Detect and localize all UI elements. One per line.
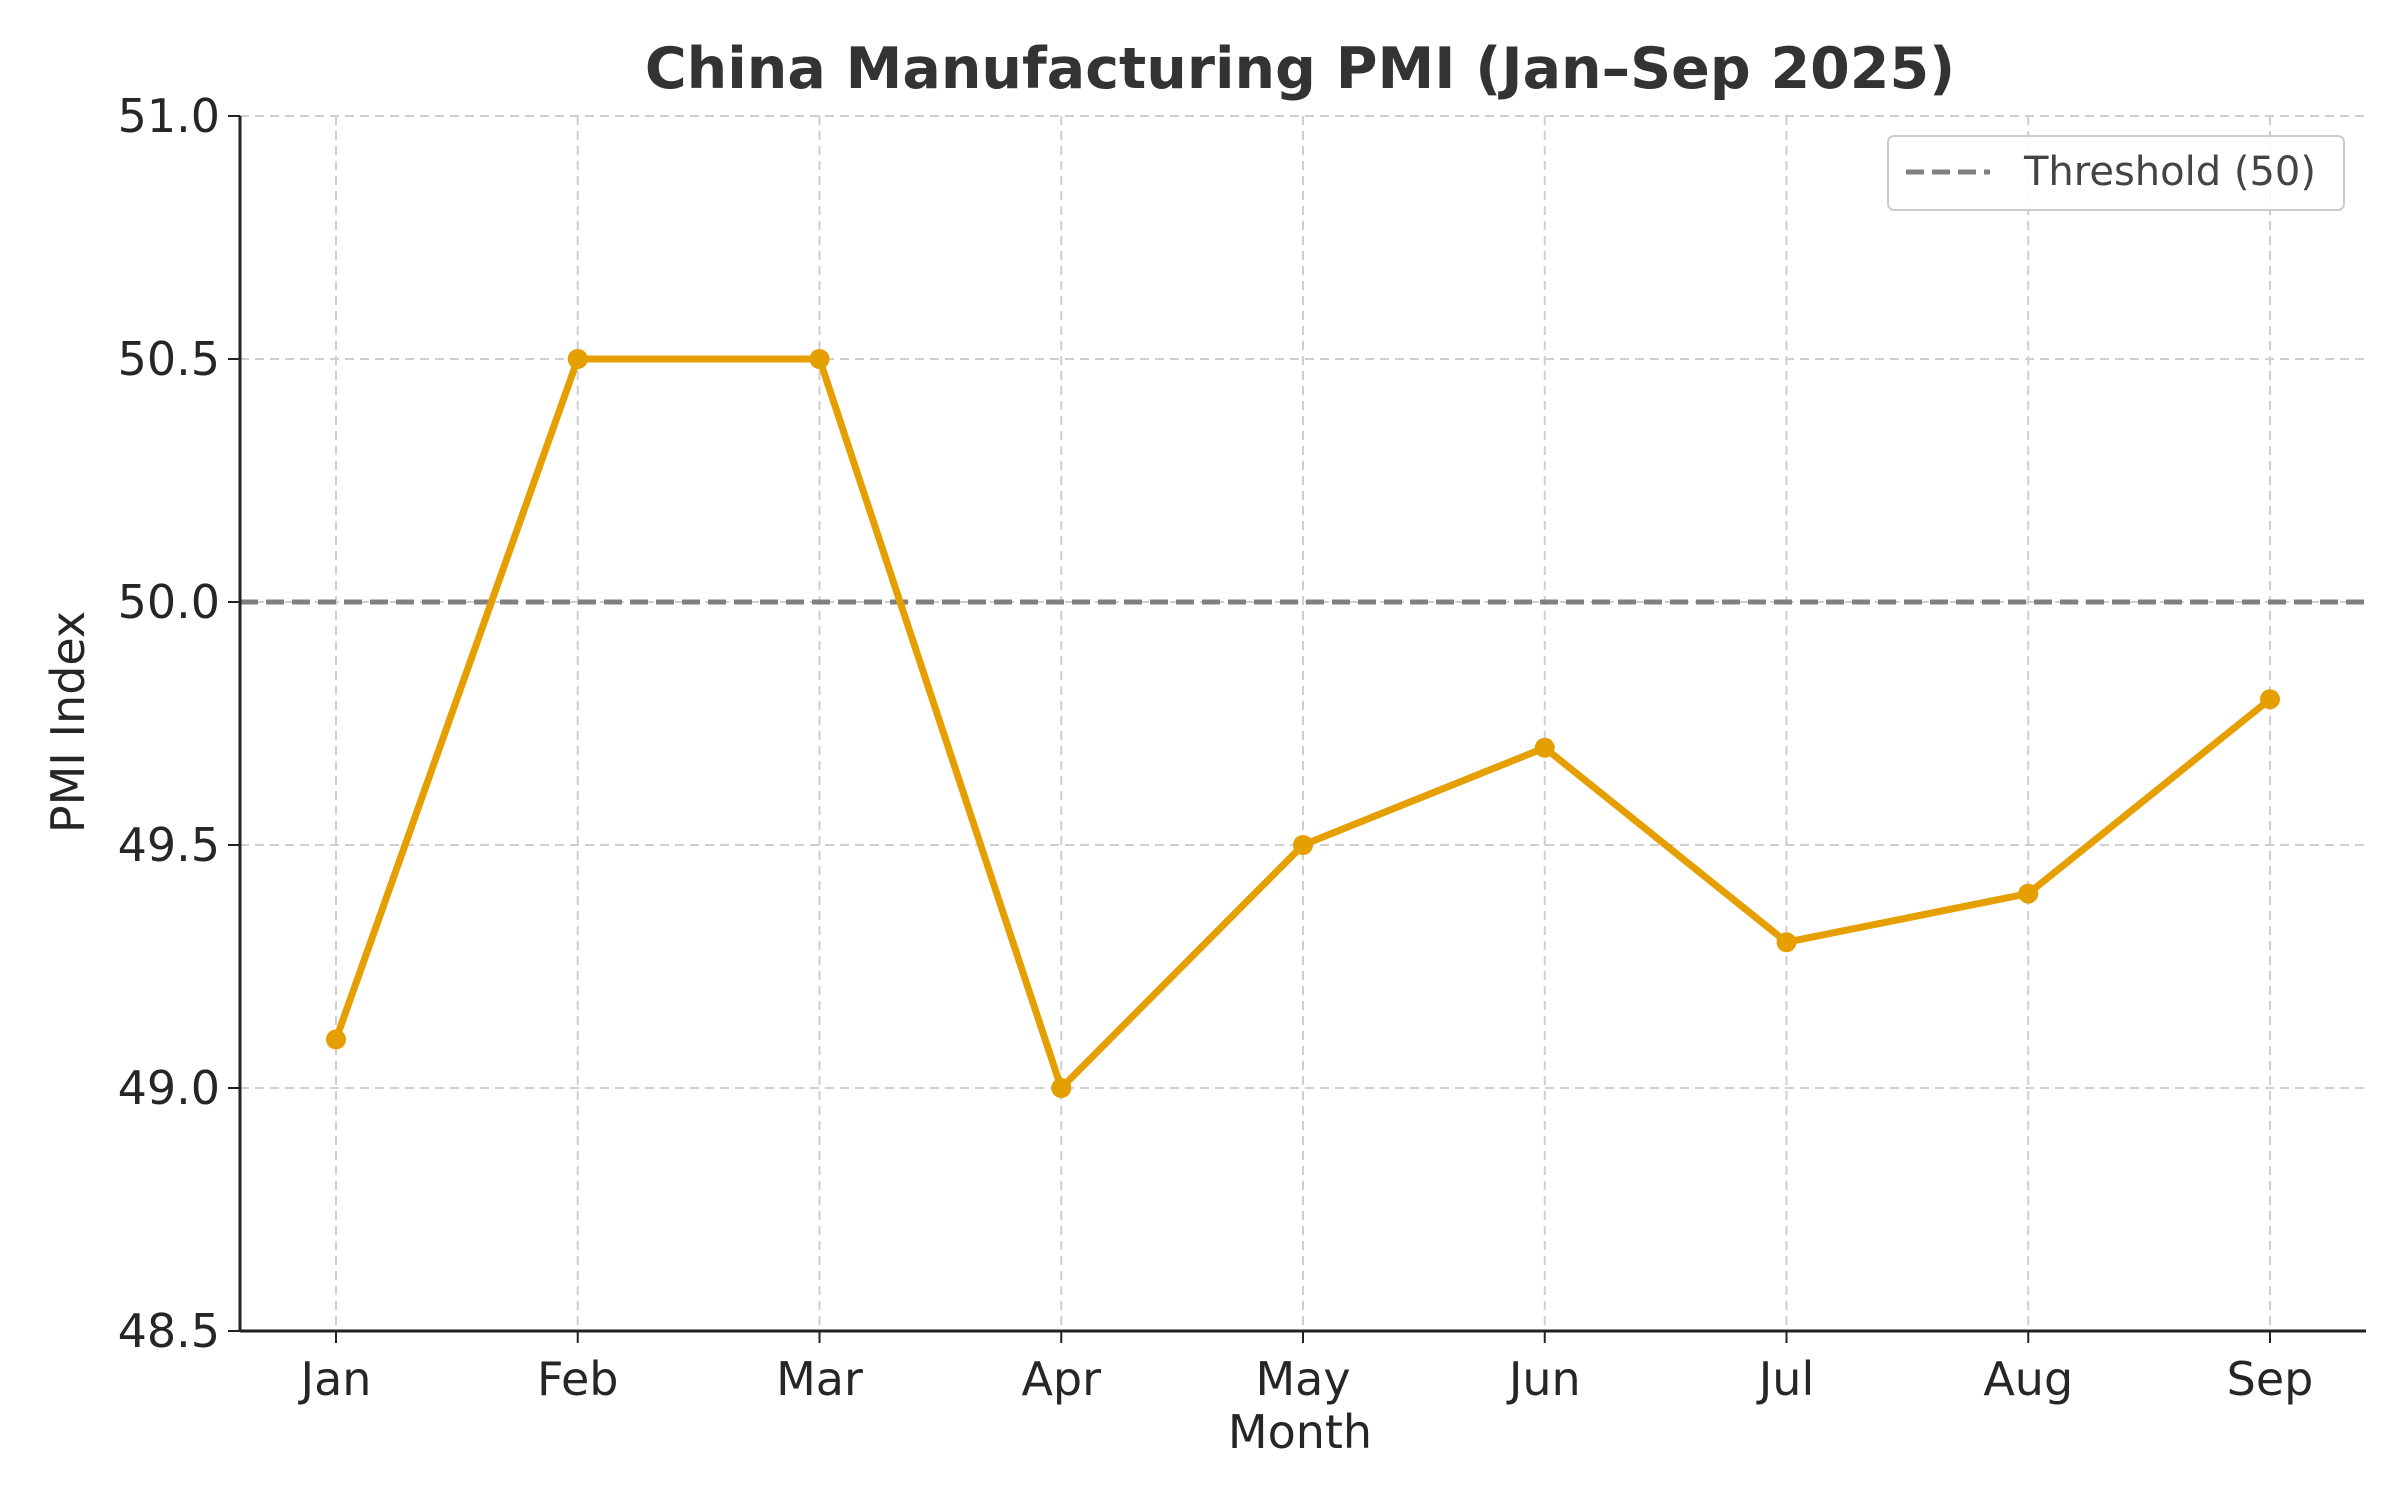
- series-layer: [326, 349, 2280, 1098]
- x-tick-label: Sep: [2227, 1352, 2314, 1406]
- x-tick-label: Mar: [776, 1352, 863, 1406]
- y-tick-label: 48.5: [118, 1304, 220, 1358]
- x-axis-label: Month: [1228, 1405, 1372, 1459]
- x-tick-label: Jun: [1506, 1352, 1581, 1406]
- y-tick-label: 50.5: [118, 332, 220, 386]
- data-point: [1776, 932, 1797, 953]
- data-point: [567, 349, 588, 369]
- legend-label-threshold: Threshold (50): [2023, 149, 2316, 195]
- x-tick-label: Jul: [1756, 1352, 1815, 1406]
- y-tick-label: 51.0: [118, 89, 220, 143]
- axes-layer: [228, 115, 2366, 1343]
- data-point: [1293, 835, 1313, 855]
- y-tick-label: 50.0: [118, 575, 220, 629]
- x-tick-label: May: [1255, 1352, 1350, 1406]
- data-point: [809, 349, 830, 369]
- legend: Threshold (50): [1887, 135, 2345, 211]
- data-point: [326, 1029, 346, 1050]
- grid-layer: [240, 115, 2366, 1332]
- y-tick-label: 49.5: [118, 818, 220, 872]
- chart-title: China Manufacturing PMI (Jan–Sep 2025): [645, 36, 1955, 102]
- x-tick-label: Jan: [298, 1352, 372, 1406]
- y-axis-label: PMI Index: [41, 611, 95, 833]
- tick-labels-layer: Jan Feb Mar Apr May Jun Jul Aug Sep 48.5 49.0 49.5 5…: [118, 89, 2314, 1406]
- data-point: [2018, 883, 2039, 904]
- x-tick-label: Feb: [537, 1352, 618, 1406]
- x-tick-label: Apr: [1021, 1352, 1101, 1406]
- data-point: [2260, 689, 2280, 710]
- legend-box: [1887, 135, 2345, 211]
- x-tick-label: Aug: [1983, 1352, 2073, 1406]
- y-tick-label: 49.0: [118, 1061, 220, 1115]
- data-point: [1051, 1078, 1072, 1098]
- data-point: [1534, 737, 1555, 758]
